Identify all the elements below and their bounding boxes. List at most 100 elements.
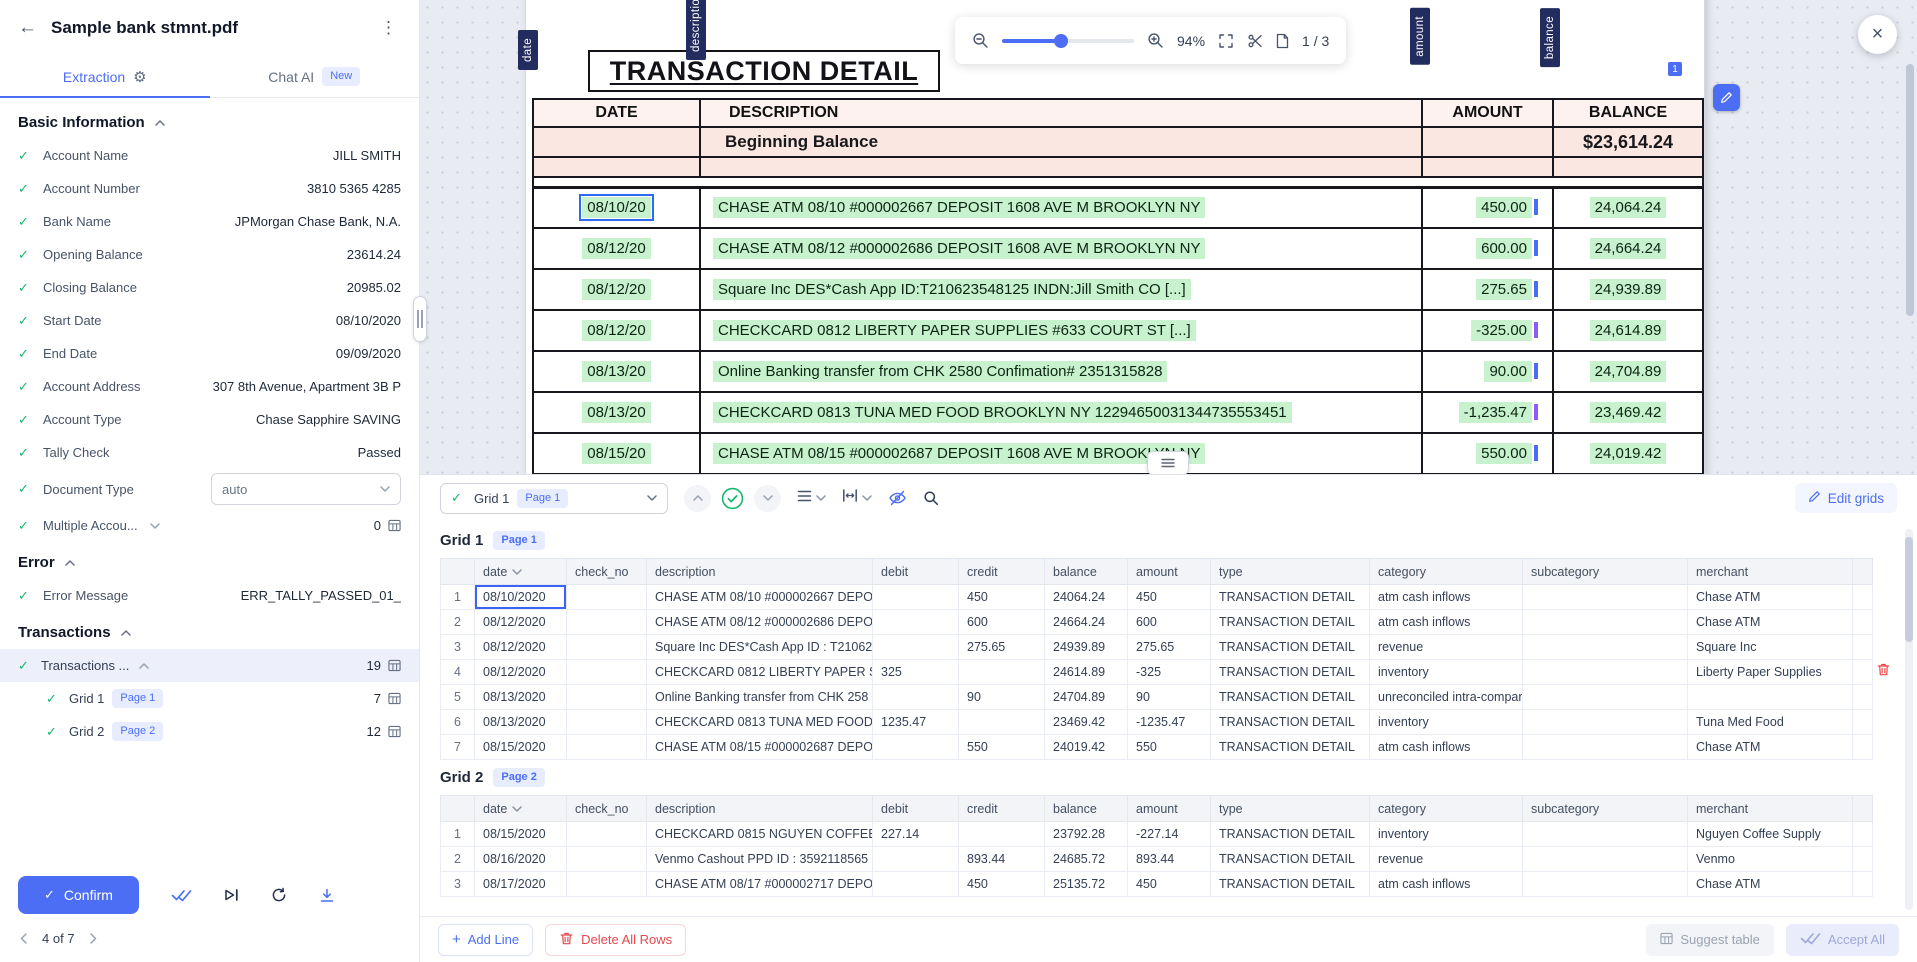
column-header-category[interactable]: category	[1369, 558, 1523, 585]
cell-description[interactable]: CHASE ATM 08/15 #000002687 DEPO	[646, 734, 873, 760]
cell-merchant[interactable]: Tuna Med Food	[1687, 709, 1853, 735]
balance-highlight[interactable]: 24,614.89	[1589, 319, 1667, 341]
cell-check_no[interactable]	[566, 871, 647, 897]
cell-balance[interactable]: 24685.72	[1044, 846, 1128, 872]
cell-subcategory[interactable]	[1522, 634, 1688, 660]
section-basic-information[interactable]: Basic Information	[0, 102, 419, 139]
date-highlight[interactable]: 08/13/20	[582, 360, 651, 382]
cell-check_no[interactable]	[566, 659, 647, 685]
kebab-menu-icon[interactable]: ⋮	[380, 18, 397, 37]
table-icon[interactable]	[388, 725, 401, 738]
grid-scrollbar[interactable]	[1905, 537, 1913, 642]
row-number-cell[interactable]: 2	[440, 609, 475, 635]
row-number-cell[interactable]: 3	[440, 634, 475, 660]
balance-highlight[interactable]: 24,939.89	[1589, 278, 1667, 300]
download-icon[interactable]	[319, 888, 335, 903]
cell-category[interactable]: atm cash inflows	[1369, 871, 1523, 897]
column-header-amount[interactable]: amount	[1127, 558, 1211, 585]
description-highlight[interactable]: Square Inc DES*Cash App ID:T210623548125…	[713, 278, 1191, 300]
cell-merchant[interactable]: Chase ATM	[1687, 609, 1853, 635]
cell-subcategory[interactable]	[1522, 584, 1688, 610]
amount-highlight[interactable]: 275.65	[1476, 278, 1532, 300]
amount-highlight[interactable]: 600.00	[1476, 237, 1532, 259]
column-header-type[interactable]: type	[1210, 795, 1370, 822]
cell-date[interactable]: 08/10/2020	[474, 584, 567, 610]
sidebar-item-grid-2[interactable]: ✓ Grid 2 Page 2 12	[0, 715, 419, 748]
column-header-credit[interactable]: credit	[958, 795, 1045, 822]
field-value[interactable]: Chase Sapphire SAVING	[256, 412, 401, 427]
cell-credit[interactable]	[958, 821, 1045, 847]
cell-merchant[interactable]: Chase ATM	[1687, 734, 1853, 760]
column-header-credit[interactable]: credit	[958, 558, 1045, 585]
cell-debit[interactable]	[872, 634, 959, 660]
date-highlight[interactable]: 08/12/20	[582, 278, 651, 300]
cell-merchant[interactable]: Liberty Paper Supplies	[1687, 659, 1853, 685]
cell-debit[interactable]	[872, 734, 959, 760]
cell-debit[interactable]: 227.14	[872, 821, 959, 847]
cell-type[interactable]: TRANSACTION DETAIL	[1210, 684, 1370, 710]
cell-credit[interactable]: 90	[958, 684, 1045, 710]
cell-merchant[interactable]: Square Inc	[1687, 634, 1853, 660]
amount-highlight[interactable]: 90.00	[1484, 360, 1532, 382]
date-highlight[interactable]: 08/13/20	[582, 401, 651, 423]
section-error[interactable]: Error	[0, 542, 419, 579]
cell-balance[interactable]: 24064.24	[1044, 584, 1128, 610]
doc-amount-cell[interactable]: 550.00	[1421, 432, 1554, 474]
cell-date[interactable]: 08/13/2020	[474, 684, 567, 710]
doc-balance-cell[interactable]: 23,469.42	[1552, 391, 1704, 434]
cell-type[interactable]: TRANSACTION DETAIL	[1210, 821, 1370, 847]
chevron-up-icon[interactable]	[139, 662, 150, 669]
cell-subcategory[interactable]	[1522, 709, 1688, 735]
amount-highlight[interactable]: 450.00	[1476, 196, 1532, 218]
cell-type[interactable]: TRANSACTION DETAIL	[1210, 709, 1370, 735]
cell-subcategory[interactable]	[1522, 871, 1688, 897]
cell-amount[interactable]: 450	[1127, 584, 1211, 610]
column-header-date[interactable]: date	[474, 558, 567, 585]
balance-highlight[interactable]: 24,664.24	[1589, 237, 1667, 259]
field-value[interactable]: JPMorgan Chase Bank, N.A.	[234, 214, 401, 229]
row-number-cell[interactable]: 6	[440, 709, 475, 735]
cell-description[interactable]: CHASE ATM 08/12 #000002686 DEPO	[646, 609, 873, 635]
doc-date-cell[interactable]: 08/13/20	[532, 350, 701, 393]
cell-check_no[interactable]	[566, 821, 647, 847]
edit-grids-button[interactable]: Edit grids	[1794, 483, 1897, 513]
doc-date-cell[interactable]: 08/10/20	[532, 186, 701, 229]
approve-all-icon[interactable]	[171, 888, 192, 902]
cell-balance[interactable]: 24614.89	[1044, 659, 1128, 685]
column-header-check_no[interactable]: check_no	[566, 558, 647, 585]
column-header-debit[interactable]: debit	[872, 558, 959, 585]
edit-annotation-button[interactable]	[1713, 84, 1740, 111]
column-header-debit[interactable]: debit	[872, 795, 959, 822]
zoom-slider[interactable]	[1002, 33, 1134, 48]
suggest-table-button[interactable]: Suggest table	[1646, 923, 1774, 956]
cell-balance[interactable]: 24939.89	[1044, 634, 1128, 660]
cell-description[interactable]: CHASE ATM 08/17 #000002717 DEPO	[646, 871, 873, 897]
field-multiple-accounts[interactable]: ✓ Multiple Accou... 0	[0, 509, 419, 542]
skip-icon[interactable]	[224, 888, 239, 902]
cell-type[interactable]: TRANSACTION DETAIL	[1210, 659, 1370, 685]
column-header-merchant[interactable]: merchant	[1687, 558, 1853, 585]
cell-credit[interactable]: 450	[958, 584, 1045, 610]
column-width-button[interactable]	[842, 489, 872, 507]
field-value[interactable]: 3810 5365 4285	[307, 181, 401, 196]
description-highlight[interactable]: CHASE ATM 08/12 #000002686 DEPOSIT 1608 …	[713, 237, 1206, 259]
cell-check_no[interactable]	[566, 634, 647, 660]
cell-amount[interactable]: 600	[1127, 609, 1211, 635]
cell-debit[interactable]	[872, 684, 959, 710]
cell-type[interactable]: TRANSACTION DETAIL	[1210, 734, 1370, 760]
doc-description-cell[interactable]: CHECKCARD 0813 TUNA MED FOOD BROOKLYN NY…	[699, 391, 1423, 434]
row-number-cell[interactable]: 2	[440, 846, 475, 872]
pdf-scrollbar[interactable]	[1906, 64, 1914, 316]
description-highlight[interactable]: Online Banking transfer from CHK 2580 Co…	[713, 360, 1168, 382]
prev-row-button[interactable]	[684, 484, 711, 512]
field-value[interactable]: 20985.02	[346, 280, 401, 295]
row-number-cell[interactable]: 5	[440, 684, 475, 710]
balance-highlight[interactable]: 24,019.42	[1589, 442, 1667, 464]
cell-category[interactable]: revenue	[1369, 634, 1523, 660]
cell-merchant[interactable]: Nguyen Coffee Supply	[1687, 821, 1853, 847]
cell-date[interactable]: 08/15/2020	[474, 734, 567, 760]
cell-merchant[interactable]: Chase ATM	[1687, 584, 1853, 610]
doc-date-cell[interactable]: 08/15/20	[532, 432, 701, 474]
amount-highlight[interactable]: -1,235.47	[1458, 401, 1532, 423]
doc-date-cell[interactable]: 08/12/20	[532, 227, 701, 270]
